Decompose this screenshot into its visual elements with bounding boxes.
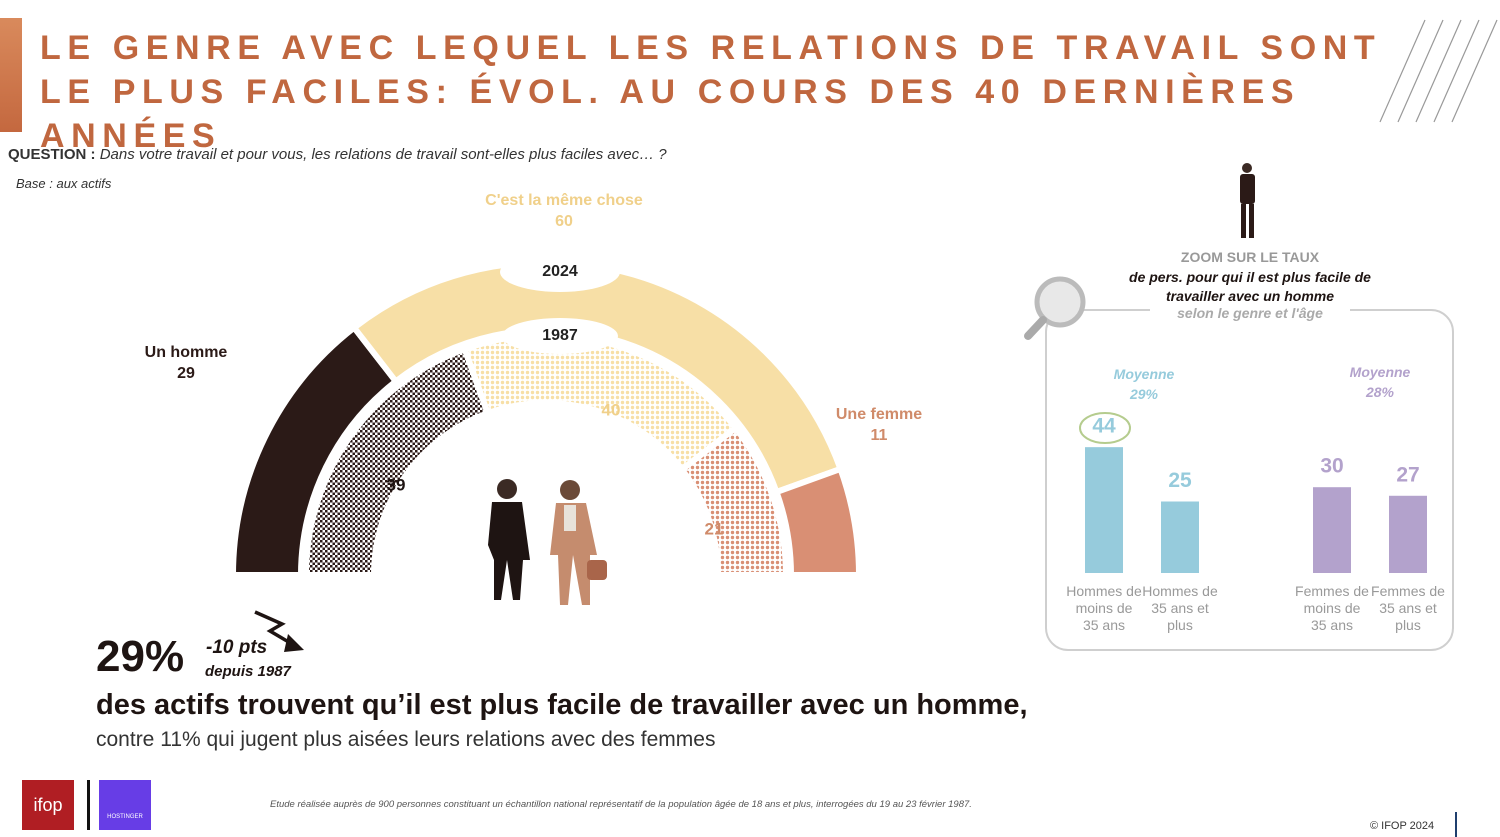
- donut-segment: [677, 423, 790, 578]
- headline-text: des actifs trouvent qu’il est plus facil…: [96, 689, 1028, 721]
- category-label: C'est la même chose: [485, 192, 643, 209]
- value-label: 30: [1320, 455, 1343, 478]
- ring-label: 2024: [542, 263, 578, 280]
- value-label: 21: [705, 519, 724, 538]
- footnote: Etude réalisée auprès de 900 personnes c…: [270, 799, 972, 810]
- zoom-note: selon le genre et l'âge: [1150, 305, 1350, 321]
- logo-ifop: ifop: [22, 780, 74, 830]
- value-label: 29: [177, 365, 195, 382]
- logo-hostinger: HOSTINGER: [99, 780, 151, 830]
- average-value: 28%: [1365, 384, 1395, 400]
- logo-separator: [87, 780, 90, 830]
- value-label: 60: [555, 213, 573, 230]
- value-label: 27: [1396, 463, 1419, 486]
- trend-arrow: [254, 610, 293, 646]
- category-label: Un homme: [145, 344, 228, 361]
- footer-rule: [1455, 812, 1457, 837]
- x-tick-label: Hommes de moins de 35 ans: [1066, 583, 1142, 633]
- question: QUESTION : Dans votre travail et pour vo…: [8, 146, 667, 163]
- people-illustration: [488, 479, 607, 605]
- headline-subtext: contre 11% qui jugent plus aisées leurs …: [96, 728, 716, 751]
- bar: [1085, 447, 1123, 573]
- question-label: QUESTION :: [8, 146, 96, 163]
- trend-arrow-head: [284, 634, 304, 652]
- man-icon: [1240, 163, 1255, 238]
- decor-lines: [1379, 19, 1498, 123]
- headline-change: -10 pts: [206, 637, 268, 658]
- value-label: 39: [387, 475, 406, 494]
- title: LE GENRE AVEC LEQUEL LES RELATIONS DE TR…: [40, 29, 1382, 155]
- highlight-ring: [1079, 412, 1131, 444]
- x-tick-label: Hommes de 35 ans et plus: [1142, 583, 1218, 633]
- ring-label-bg: [500, 252, 620, 292]
- headline-value: 29%: [96, 632, 185, 681]
- ring-label-bg: [502, 318, 618, 354]
- bar: [1389, 495, 1427, 573]
- average-label: Moyenne: [1349, 364, 1411, 380]
- x-tick-label: Femmes de 35 ans et plus: [1371, 583, 1445, 633]
- bar: [1161, 501, 1199, 573]
- value-label: 44: [1092, 415, 1116, 438]
- donut-segment: [772, 465, 863, 578]
- title-accent: [0, 18, 22, 132]
- ring-label: 1987: [542, 327, 578, 344]
- magnifier-icon: [1024, 276, 1086, 340]
- base: Base : aux actifs: [16, 176, 112, 191]
- average-label: Moyenne: [1113, 366, 1175, 382]
- question-text: Dans votre travail et pour vous, les rel…: [99, 146, 667, 163]
- value-label: 40: [602, 400, 621, 419]
- category-label: Une femme: [836, 406, 922, 423]
- average-value: 29%: [1129, 386, 1159, 402]
- value-label: 11: [871, 427, 888, 444]
- value-label: 25: [1168, 469, 1192, 492]
- zoom-title: ZOOM SUR LE TAUX: [1180, 249, 1320, 265]
- bar: [1313, 487, 1351, 573]
- zoom-subtitle: de pers. pour qui il est plus facile de …: [1129, 269, 1371, 304]
- headline-since: depuis 1987: [205, 663, 291, 680]
- x-tick-label: Femmes de moins de 35 ans: [1295, 583, 1369, 633]
- copyright: © IFOP 2024: [1370, 820, 1435, 832]
